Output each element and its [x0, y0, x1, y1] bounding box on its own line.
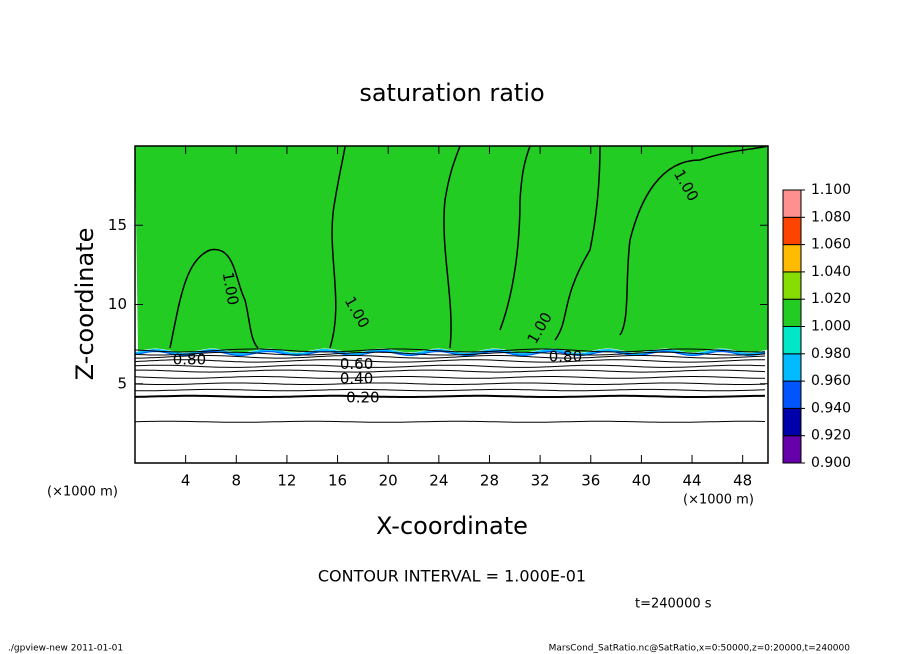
colorbar-label: 0.980 [811, 346, 851, 362]
contour-label: 0.80 [549, 347, 582, 365]
time-label: t=240000 s [635, 597, 712, 612]
x-tick-label: 40 [632, 472, 651, 490]
x-tick-label: 44 [682, 472, 701, 490]
contour-line [134, 376, 765, 379]
y-tick-label: 15 [108, 216, 127, 234]
colorbar-label: 1.060 [811, 237, 851, 253]
footer-right: MarsCond_SatRatio.nc@SatRatio,x=0:50000,… [549, 644, 851, 654]
contour-line [135, 355, 766, 359]
annotation: CONTOUR INTERVAL = 1.000E-01 [318, 567, 586, 586]
y-tick-label: 10 [108, 295, 127, 313]
colorbar-label: 1.080 [811, 209, 851, 225]
x-tick-label: 24 [429, 472, 448, 490]
colorbar-box [782, 298, 802, 328]
y-unit: (×1000 m) [47, 485, 118, 500]
colorbar-label: 0.920 [811, 428, 851, 444]
colorbar-box [782, 435, 802, 464]
x-tick-label: 48 [733, 472, 752, 490]
x-tick-label: 28 [480, 472, 499, 490]
colorbar-label: 1.020 [811, 291, 851, 307]
x-tick-label: 16 [328, 472, 347, 490]
contour-label: 0.40 [340, 369, 373, 387]
colorbar-box [782, 244, 802, 273]
colorbar-box [782, 353, 802, 382]
colorbar-label: 0.940 [811, 400, 851, 416]
x-tick-label: 8 [232, 472, 242, 490]
cloud-base-band [134, 348, 766, 356]
contour-line [134, 394, 766, 398]
x-tick-label: 12 [277, 472, 296, 490]
saturated-region [135, 146, 768, 353]
contour-line [169, 248, 259, 349]
colorbar-label: 1.000 [811, 319, 851, 335]
colorbar-label: 0.960 [811, 373, 851, 389]
colorbar-box [782, 407, 802, 437]
colorbar-label: 1.040 [811, 264, 851, 280]
contour-line [134, 351, 766, 356]
contour-label: 0.60 [340, 355, 373, 373]
x-tick-label: 36 [581, 472, 600, 490]
chart-title: saturation ratio [359, 79, 544, 107]
contour-line [135, 388, 766, 392]
x-unit: (×1000 m) [683, 493, 754, 508]
contour-line [329, 145, 346, 349]
contour-label: 0.80 [173, 350, 206, 368]
x-tick-label: 4 [181, 472, 191, 490]
colorbar-box [782, 216, 802, 246]
contour-line [134, 348, 766, 353]
contour-line [619, 145, 769, 336]
colorbar-box [782, 189, 802, 218]
x-tick-label: 20 [379, 472, 398, 490]
colorbar-box [782, 326, 802, 355]
x-tick-label: 32 [531, 472, 550, 490]
y-tick-label: 5 [117, 374, 127, 392]
colorbar-box [782, 271, 802, 300]
colorbar-box [782, 380, 802, 409]
contour-line [499, 145, 531, 331]
contour-line [134, 359, 765, 363]
contour-label: 0.20 [346, 389, 379, 407]
y-axis-label: Z-coordinate [71, 228, 99, 381]
contour-line [134, 420, 766, 423]
footer-left: ./gpview-new 2011-01-01 [8, 644, 123, 654]
contour-line [135, 369, 766, 373]
colorbar-label: 0.900 [811, 455, 851, 471]
colorbar-label: 1.100 [811, 182, 851, 198]
contour-line [443, 145, 461, 349]
contour-label: 1.00 [219, 271, 243, 307]
contour-line [134, 382, 766, 385]
contour-line [554, 145, 601, 341]
x-axis-label: X-coordinate [376, 512, 528, 540]
contour-line [134, 364, 766, 368]
